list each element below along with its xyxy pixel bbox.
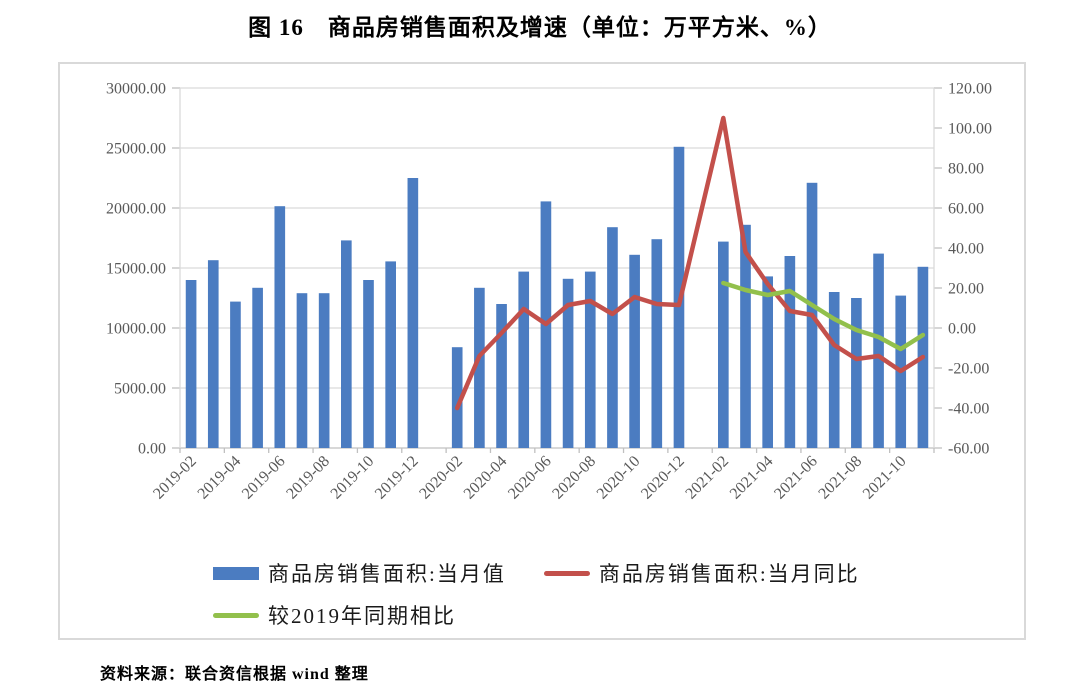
x-axis-tick-label: 2021-08 xyxy=(815,453,865,503)
source-note: 资料来源：联合资信根据 wind 整理 xyxy=(100,666,369,683)
right-axis-tick-label: -20.00 xyxy=(948,361,989,378)
x-axis-tick-label: 2021-04 xyxy=(727,453,777,503)
bar xyxy=(718,241,729,448)
combo-chart: 0.00 5000.00 10000.00 15000.00 20000.00 25000… xyxy=(106,81,992,503)
bar xyxy=(207,260,219,448)
bar xyxy=(474,287,485,448)
legend-label-yoy-line: 商品房销售面积:当月同比 xyxy=(598,562,860,586)
bar xyxy=(296,293,308,448)
left-axis-tick-label: 20000.00 xyxy=(106,201,166,218)
right-axis-tick-label: 0.00 xyxy=(948,321,976,338)
bar xyxy=(562,278,574,448)
right-axis-tick-label: 100.00 xyxy=(948,121,992,138)
x-axis-tick-label: 2020-04 xyxy=(461,453,511,503)
legend-row-2: 较2019年同期相比 xyxy=(213,600,456,630)
bar xyxy=(230,301,241,448)
bar xyxy=(407,178,419,448)
bar xyxy=(274,206,286,448)
legend-label-vs2019-line: 较2019年同期相比 xyxy=(268,604,456,628)
bar-series xyxy=(185,146,929,449)
bar xyxy=(584,271,596,448)
legend-label-bar-series: 商品房销售面积:当月值 xyxy=(268,562,506,586)
bar xyxy=(873,253,884,448)
right-axis-tick-label: -60.00 xyxy=(948,441,989,458)
bar xyxy=(762,276,773,448)
x-axis-labels: 2019-022019-042019-062019-082019-102019-… xyxy=(150,453,909,503)
bar xyxy=(185,280,197,448)
x-axis-tick-label: 2021-10 xyxy=(860,453,910,503)
x-axis-tick-label: 2020-08 xyxy=(549,453,599,503)
x-axis-tick-label: 2021-02 xyxy=(682,453,732,503)
right-axis: -60.00 -40.00 -20.00 0.00 20.00 40.00 60.00 80.… xyxy=(934,81,992,458)
left-axis-tick-label: 5000.00 xyxy=(114,381,166,398)
bar xyxy=(784,256,796,448)
yoy-line xyxy=(454,115,926,411)
bar xyxy=(651,239,663,448)
legend-item-vs2019-line: 较2019年同期相比 xyxy=(213,600,456,630)
x-axis-tick-label: 2019-10 xyxy=(328,453,378,503)
x-axis-tick-label: 2019-04 xyxy=(195,453,245,503)
bar xyxy=(341,240,352,448)
x-axis-tick-label: 2020-12 xyxy=(638,453,688,503)
bar xyxy=(740,224,751,448)
bar xyxy=(828,292,840,448)
left-axis-tick-label: 15000.00 xyxy=(106,261,166,278)
bar xyxy=(851,298,862,448)
right-axis-tick-label: 60.00 xyxy=(948,201,984,218)
x-axis-tick-label: 2019-06 xyxy=(239,453,289,503)
legend-item-bar-series: 商品房销售面积:当月值 xyxy=(213,558,506,588)
legend-swatch-bar xyxy=(213,566,259,580)
bar xyxy=(252,287,263,448)
bar xyxy=(318,293,330,448)
right-axis-tick-label: 120.00 xyxy=(948,81,992,98)
vs2019-line xyxy=(721,280,926,352)
x-axis-tick-label: 2021-06 xyxy=(771,453,821,503)
bar xyxy=(496,304,507,448)
bar xyxy=(518,271,530,448)
left-axis-tick-label: 25000.00 xyxy=(106,141,166,158)
legend-item-yoy-line: 商品房销售面积:当月同比 xyxy=(543,558,860,588)
legend-row-1: 商品房销售面积:当月值 商品房销售面积:当月同比 xyxy=(213,558,860,588)
bar xyxy=(607,227,618,448)
right-axis-tick-label: 80.00 xyxy=(948,161,984,178)
legend-swatch-vs2019-line xyxy=(213,612,259,618)
yoy-line-series xyxy=(454,115,926,411)
right-axis-tick-label: 20.00 xyxy=(948,281,984,298)
bar xyxy=(451,347,463,448)
x-axis-tick-label: 2019-08 xyxy=(283,453,333,503)
vs2019-line-series xyxy=(721,280,926,352)
x-axis-tick-label: 2019-02 xyxy=(150,453,200,503)
bar xyxy=(363,280,374,448)
page-title: 图 16 商品房销售面积及增速（单位：万平方米、%） xyxy=(248,15,832,40)
left-axis-tick-label: 0.00 xyxy=(138,441,166,458)
x-axis-tick-label: 2020-10 xyxy=(594,453,644,503)
bar xyxy=(385,261,396,448)
right-axis-tick-label: -40.00 xyxy=(948,401,989,418)
x-axis-tick-label: 2019-12 xyxy=(372,453,422,503)
left-axis-tick-label: 30000.00 xyxy=(106,81,166,98)
legend-swatch-yoy-line xyxy=(543,570,590,576)
x-axis-tick-label: 2020-06 xyxy=(505,453,555,503)
left-axis-tick-label: 10000.00 xyxy=(106,321,166,338)
right-axis-tick-label: 40.00 xyxy=(948,241,984,258)
bar xyxy=(629,254,640,448)
chart-container: 0.00 5000.00 10000.00 15000.00 20000.00 25000… xyxy=(58,62,1026,640)
x-axis-ticks xyxy=(179,448,935,453)
x-axis-tick-label: 2020-02 xyxy=(416,453,466,503)
